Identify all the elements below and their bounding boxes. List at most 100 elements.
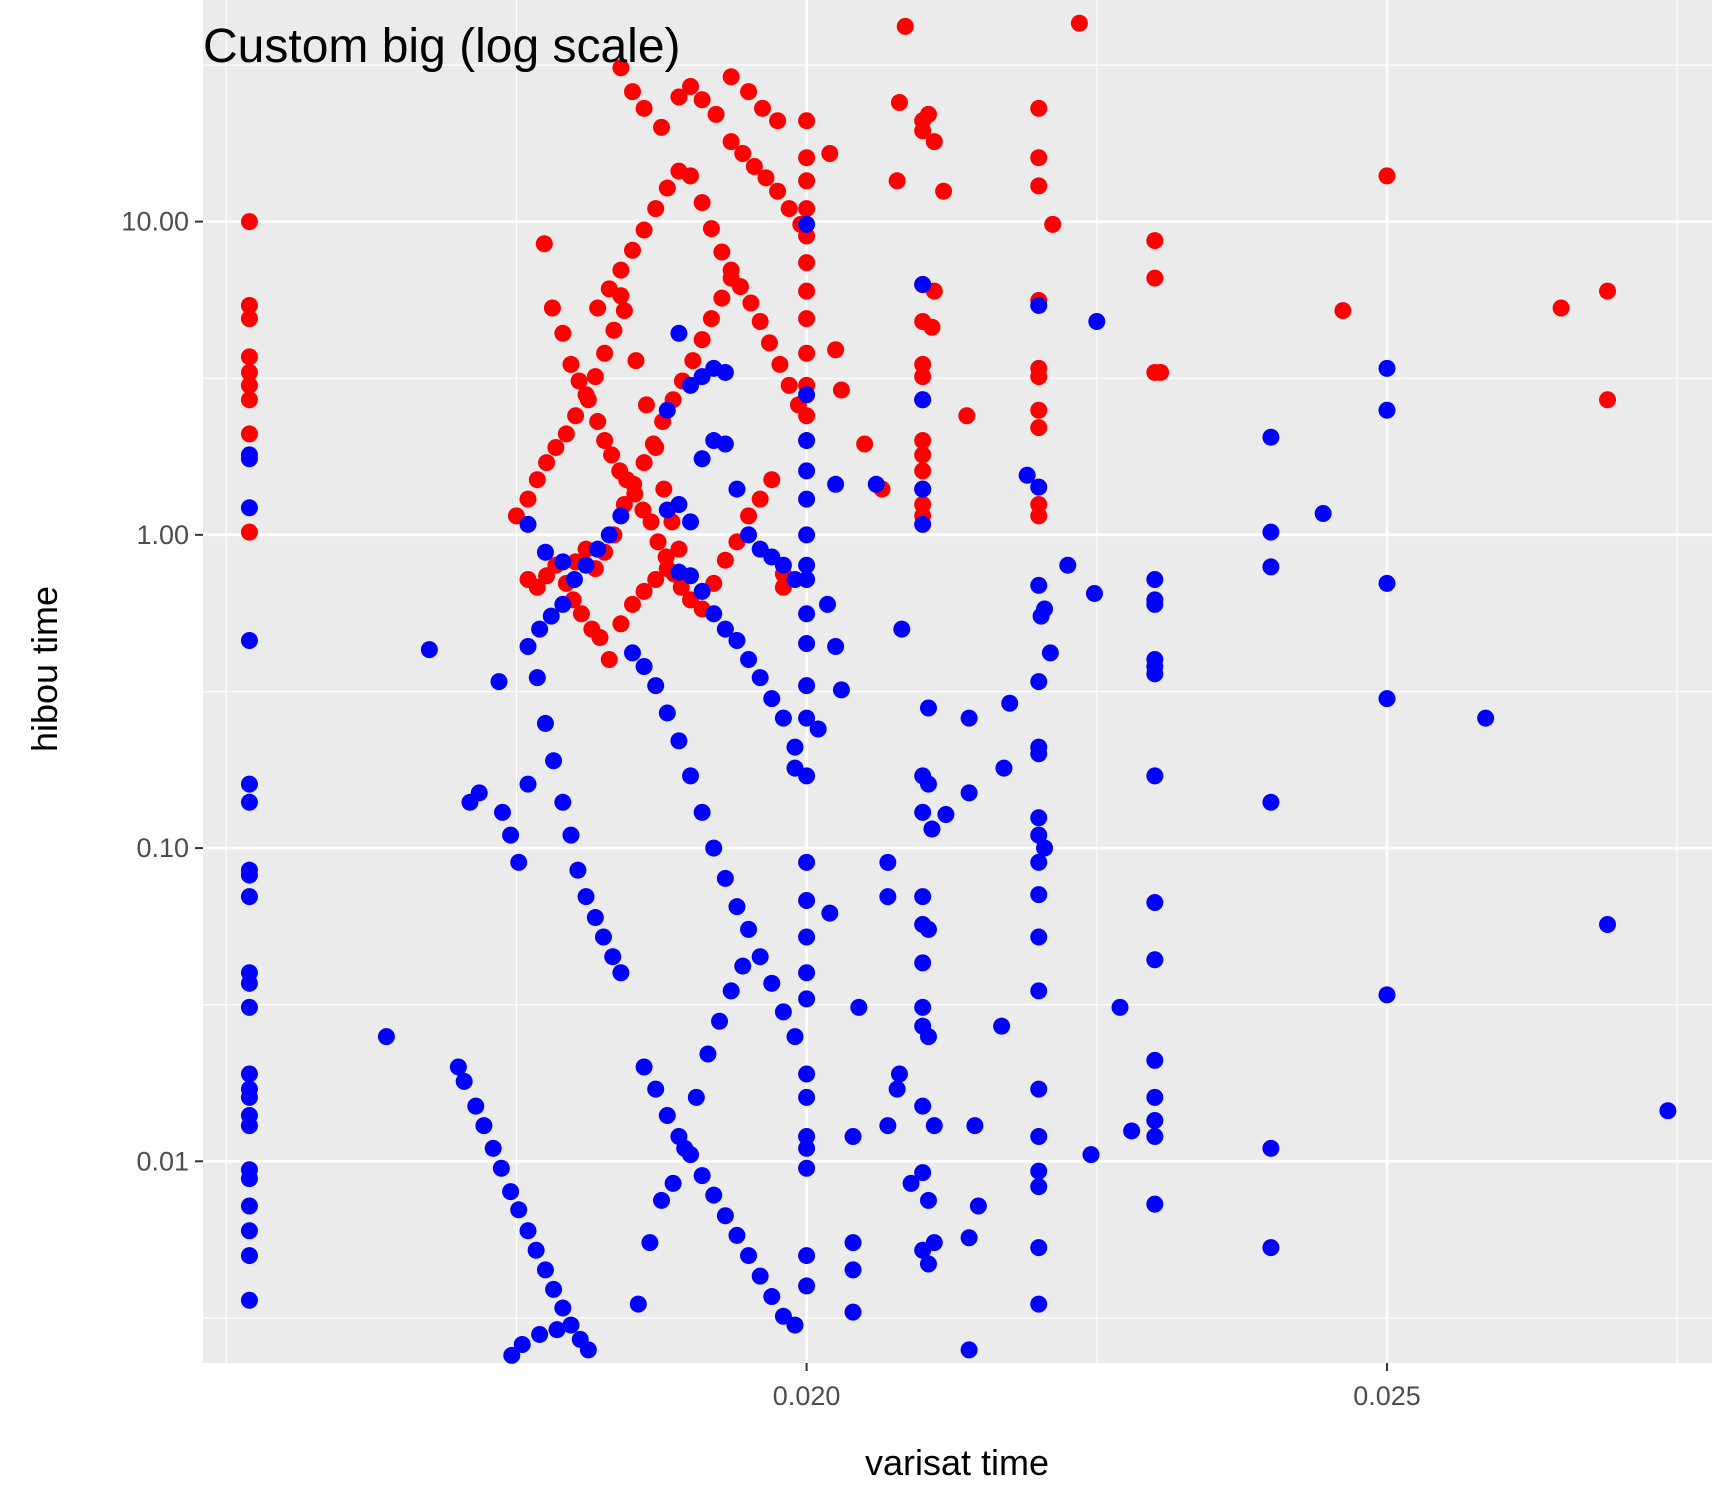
data-point: [634, 501, 652, 519]
data-point: [635, 582, 653, 600]
data-point: [850, 998, 868, 1016]
data-point: [693, 91, 711, 109]
data-point: [1146, 767, 1164, 785]
data-point: [562, 826, 580, 844]
data-point: [798, 172, 816, 190]
data-point: [716, 363, 734, 381]
data-point: [879, 888, 897, 906]
data-point: [1030, 886, 1048, 904]
data-point: [531, 620, 549, 638]
data-point: [589, 540, 607, 558]
data-point: [240, 974, 258, 992]
data-point: [751, 669, 769, 687]
data-point: [240, 391, 258, 409]
data-point: [502, 1183, 520, 1201]
y-tick-label: 0.01: [136, 1146, 189, 1176]
chart-title: Custom big (log scale): [203, 20, 681, 73]
data-point: [492, 1159, 510, 1177]
data-point: [705, 839, 723, 857]
data-point: [716, 1207, 734, 1225]
data-point: [676, 1139, 694, 1157]
data-point: [240, 1247, 258, 1265]
data-point: [510, 853, 528, 871]
data-point: [769, 112, 787, 130]
data-point: [763, 690, 781, 708]
data-point: [682, 767, 700, 785]
data-point: [240, 631, 258, 649]
data-point: [240, 296, 258, 314]
data-point: [1599, 282, 1617, 300]
data-point: [240, 310, 258, 328]
data-point: [798, 990, 816, 1008]
data-point: [774, 1307, 792, 1325]
data-point: [670, 495, 688, 513]
data-point: [507, 507, 525, 525]
data-point: [554, 1299, 572, 1317]
data-point: [716, 551, 734, 569]
data-point: [711, 1012, 729, 1030]
data-point: [623, 241, 641, 259]
data-point: [649, 533, 667, 551]
data-point: [740, 83, 758, 101]
data-point: [1030, 928, 1048, 946]
data-point: [798, 677, 816, 695]
data-point: [545, 752, 563, 770]
data-point: [1030, 576, 1048, 594]
data-point: [1018, 466, 1036, 484]
data-point: [612, 615, 630, 633]
data-point: [798, 490, 816, 508]
data-point: [798, 1088, 816, 1106]
data-point: [914, 803, 932, 821]
data-point: [827, 638, 845, 656]
data-point: [1030, 1127, 1048, 1145]
data-point: [527, 1241, 545, 1259]
data-point: [519, 515, 537, 533]
data-point: [1599, 391, 1617, 409]
data-point: [562, 1316, 580, 1334]
data-point: [1030, 177, 1048, 195]
data-point: [693, 194, 711, 212]
data-point: [565, 571, 583, 589]
data-point: [798, 571, 816, 589]
data-point: [240, 866, 258, 884]
data-point: [798, 709, 816, 727]
data-point: [1030, 401, 1048, 419]
data-point: [647, 1080, 665, 1098]
data-point: [914, 446, 932, 464]
data-point: [798, 310, 816, 328]
data-point: [740, 1247, 758, 1265]
data-point: [623, 595, 641, 613]
data-point: [798, 344, 816, 362]
data-point: [1041, 644, 1059, 662]
data-point: [1111, 998, 1129, 1016]
data-point: [682, 376, 700, 394]
data-point: [722, 133, 740, 151]
data-point: [923, 318, 941, 336]
data-point: [528, 669, 546, 687]
data-point: [902, 1174, 920, 1192]
data-point: [935, 182, 953, 200]
data-point: [923, 820, 941, 838]
data-point: [635, 1058, 653, 1076]
data-point: [536, 1261, 554, 1279]
data-point: [1030, 368, 1048, 386]
data-point: [958, 407, 976, 425]
data-point: [960, 1229, 978, 1247]
data-point: [519, 775, 537, 793]
data-point: [919, 775, 937, 793]
data-point: [682, 513, 700, 531]
data-point: [569, 861, 587, 879]
data-point: [1599, 916, 1617, 934]
data-point: [658, 704, 676, 722]
data-point: [914, 954, 932, 972]
data-point: [1001, 694, 1019, 712]
data-point: [1334, 302, 1352, 320]
data-point: [890, 1065, 908, 1083]
data-point: [856, 435, 874, 453]
data-point: [240, 775, 258, 793]
point-series: [240, 215, 1677, 1364]
data-point: [420, 641, 438, 659]
data-point: [579, 1341, 597, 1359]
plot-panel: [203, 0, 1712, 1363]
data-point: [1030, 853, 1048, 871]
